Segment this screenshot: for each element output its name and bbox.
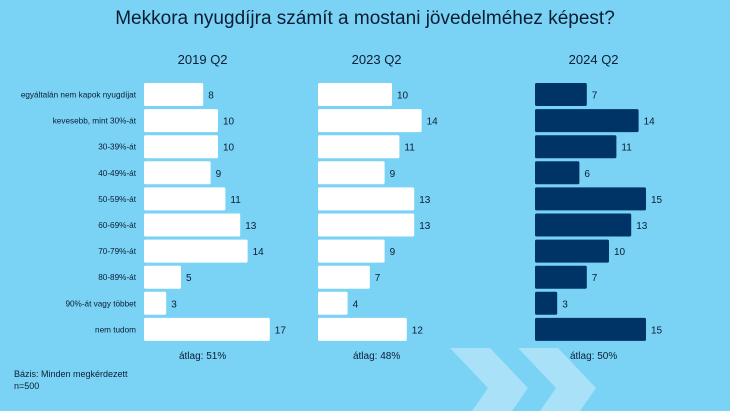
bar (144, 109, 218, 133)
bar (144, 265, 181, 289)
data-label: 7 (375, 273, 381, 284)
bar (318, 187, 415, 211)
bar (535, 317, 646, 341)
data-label: 9 (390, 247, 396, 258)
bar (318, 109, 422, 133)
bar (535, 291, 558, 315)
series-header: 2019 Q2 (178, 52, 228, 67)
category-label: egyáltalán nem kapok nyugdíjat (21, 91, 137, 100)
data-label: 3 (562, 299, 568, 310)
base-note-text: Bázis: Minden megkérdezett (14, 369, 128, 379)
bar (535, 135, 617, 159)
bar (318, 239, 385, 263)
data-label: 12 (412, 325, 424, 336)
bar (144, 213, 241, 237)
series-average: átlag: 50% (570, 351, 617, 362)
data-label: 10 (614, 247, 626, 258)
base-note: Bázis: Minden megkérdezett n=500 (14, 368, 128, 392)
data-label: 9 (390, 169, 396, 180)
bar (144, 161, 211, 185)
data-label: 7 (592, 91, 598, 102)
data-label: 8 (208, 91, 214, 102)
bar (144, 239, 248, 263)
bar (318, 317, 407, 341)
data-label: 13 (419, 221, 431, 232)
data-label: 10 (397, 91, 409, 102)
data-label: 14 (644, 117, 656, 128)
bar (144, 135, 218, 159)
category-label: 60-69%-át (98, 221, 137, 230)
bar (535, 83, 587, 106)
decorative-chevron (518, 348, 596, 411)
data-label: 15 (651, 195, 663, 206)
data-label: 9 (216, 169, 222, 180)
data-label: 13 (636, 221, 648, 232)
bar (318, 213, 415, 237)
bar (318, 291, 348, 315)
data-label: 13 (419, 195, 431, 206)
data-label: 10 (223, 117, 235, 128)
series-average: átlag: 48% (353, 351, 400, 362)
bar (535, 161, 580, 185)
data-label: 5 (186, 273, 192, 284)
decorative-chevron (450, 348, 528, 411)
series-header: 2023 Q2 (352, 52, 402, 67)
data-label: 6 (584, 169, 590, 180)
data-label: 3 (171, 299, 177, 310)
chart-title: Mekkora nyugdíjra számít a mostani jöved… (115, 8, 615, 29)
bar (535, 109, 639, 133)
series-header: 2024 Q2 (569, 52, 619, 67)
bar (144, 187, 226, 211)
category-label: 70-79%-át (98, 247, 137, 256)
bar (144, 317, 270, 341)
category-label: 40-49%-át (98, 169, 137, 178)
category-label: nem tudom (95, 325, 136, 334)
data-label: 14 (253, 247, 265, 258)
bar (318, 265, 370, 289)
bar (144, 83, 204, 106)
bar (535, 265, 587, 289)
data-label: 4 (353, 299, 359, 310)
data-label: 15 (651, 325, 663, 336)
category-label: 30-39%-át (98, 143, 137, 152)
data-label: 7 (592, 273, 598, 284)
category-label: 80-89%-át (98, 273, 137, 282)
data-label: 11 (230, 195, 241, 206)
data-label: 11 (621, 143, 632, 154)
category-label: 90%-át vagy többet (65, 299, 136, 308)
bar (535, 239, 609, 263)
data-label: 14 (427, 117, 439, 128)
data-label: 10 (223, 143, 235, 154)
bar (318, 83, 392, 106)
data-label: 11 (404, 143, 415, 154)
bar (535, 213, 632, 237)
series-average: átlag: 51% (179, 351, 226, 362)
category-label: kevesebb, mint 30%-át (53, 117, 137, 126)
category-label: 50-59%-át (98, 195, 137, 204)
bar (318, 135, 400, 159)
bar (144, 291, 167, 315)
bar (535, 187, 646, 211)
bar (318, 161, 385, 185)
sample-size: n=500 (14, 381, 40, 391)
data-label: 17 (275, 325, 287, 336)
data-label: 13 (245, 221, 257, 232)
